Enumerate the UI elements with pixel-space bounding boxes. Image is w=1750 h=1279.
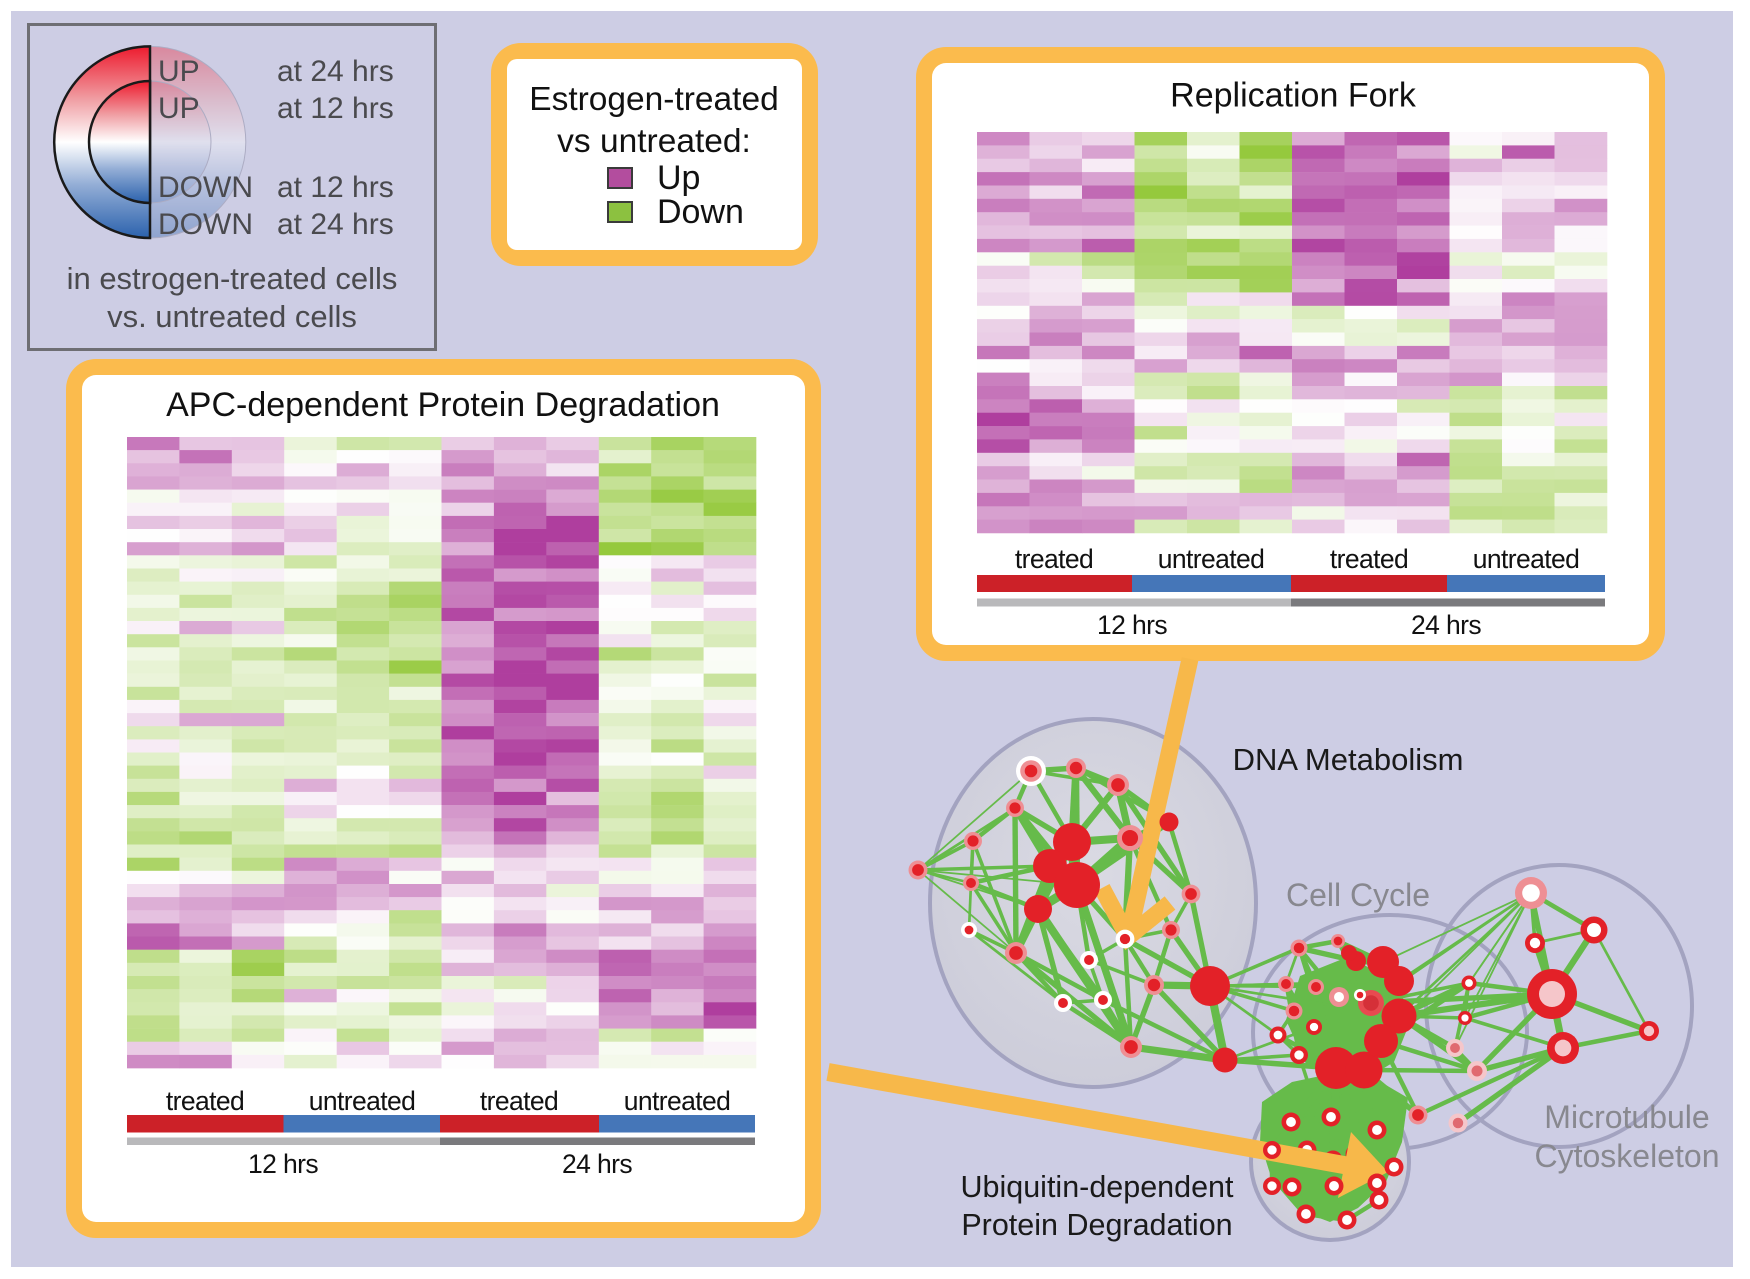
svg-text:Ubiquitin-dependent: Ubiquitin-dependent [960,1170,1234,1204]
svg-text:untreated: untreated [1158,544,1265,574]
svg-text:at 12 hrs: at 12 hrs [277,171,394,204]
svg-text:Cytoskeleton: Cytoskeleton [1535,1138,1720,1174]
svg-text:at 24 hrs: at 24 hrs [277,55,394,88]
svg-text:Replication Fork: Replication Fork [1170,77,1417,115]
svg-text:12 hrs: 12 hrs [248,1149,318,1179]
svg-text:12 hrs: 12 hrs [1097,610,1167,640]
svg-text:vs. untreated cells: vs. untreated cells [107,299,357,334]
svg-text:UP: UP [158,55,200,88]
svg-text:treated: treated [1015,544,1093,574]
svg-text:24 hrs: 24 hrs [1411,610,1481,640]
svg-text:untreated: untreated [309,1086,416,1116]
svg-text:treated: treated [166,1086,244,1116]
svg-text:Cell Cycle: Cell Cycle [1286,877,1430,913]
svg-text:DOWN: DOWN [158,208,253,241]
svg-text:treated: treated [1330,544,1408,574]
svg-text:in estrogen-treated cells: in estrogen-treated cells [67,261,398,296]
svg-text:vs untreated:: vs untreated: [557,123,751,160]
svg-text:Protein Degradation: Protein Degradation [961,1208,1232,1242]
svg-text:UP: UP [158,92,200,125]
svg-text:DNA Metabolism: DNA Metabolism [1233,742,1464,777]
svg-text:at 24 hrs: at 24 hrs [277,208,394,241]
svg-text:treated: treated [480,1086,558,1116]
svg-text:APC-dependent Protein Degradat: APC-dependent Protein Degradation [166,386,720,424]
svg-text:24 hrs: 24 hrs [562,1149,632,1179]
svg-text:DOWN: DOWN [158,171,253,204]
svg-text:untreated: untreated [1473,544,1580,574]
svg-text:Estrogen-treated: Estrogen-treated [529,81,779,118]
svg-text:untreated: untreated [624,1086,731,1116]
svg-text:Up: Up [657,159,700,197]
svg-text:at 12 hrs: at 12 hrs [277,92,394,125]
svg-text:Down: Down [657,193,744,231]
svg-text:Microtubule: Microtubule [1544,1099,1709,1135]
